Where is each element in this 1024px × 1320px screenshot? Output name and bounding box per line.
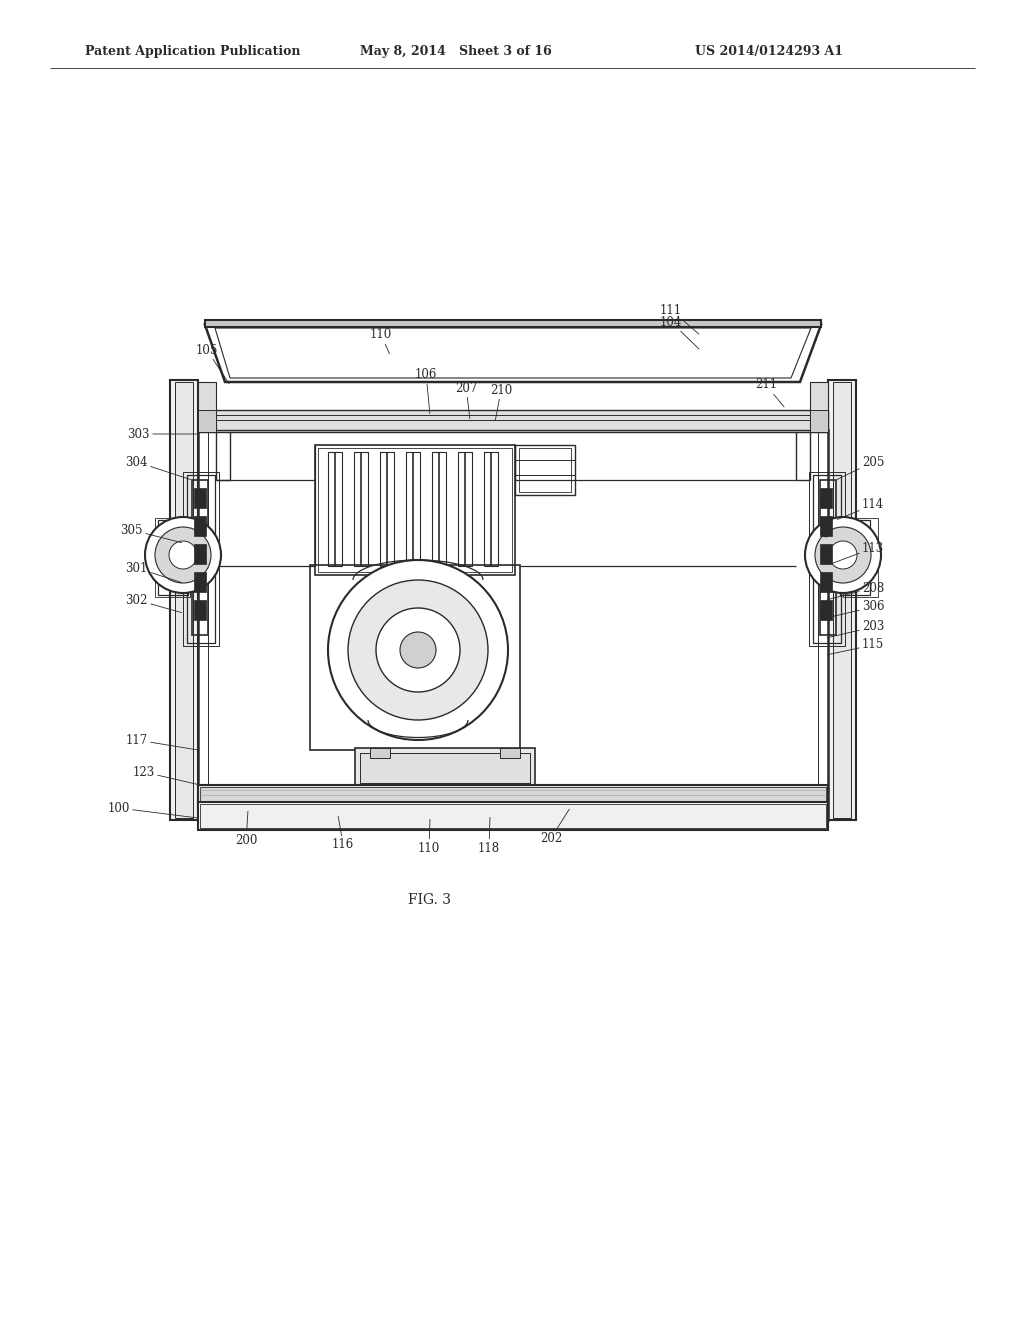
Circle shape [815, 527, 871, 583]
Bar [809, 473, 845, 645]
Bar [318, 447, 512, 572]
Bar [187, 475, 215, 643]
Text: 305: 305 [121, 524, 181, 543]
Text: 301: 301 [126, 561, 181, 582]
Text: 302: 302 [126, 594, 181, 612]
Text: FIG. 3: FIG. 3 [409, 894, 452, 907]
Text: 208: 208 [827, 582, 885, 599]
Bar [432, 451, 446, 566]
Text: 202: 202 [540, 809, 569, 845]
Bar [354, 451, 368, 566]
Bar [158, 520, 188, 595]
Bar [843, 517, 878, 597]
Bar [820, 488, 831, 508]
Text: May 8, 2014   Sheet 3 of 16: May 8, 2014 Sheet 3 of 16 [360, 45, 552, 58]
Text: 210: 210 [490, 384, 512, 421]
Text: US 2014/0124293 A1: US 2014/0124293 A1 [695, 45, 843, 58]
Bar [198, 803, 828, 830]
Bar [315, 445, 515, 576]
Polygon shape [205, 325, 821, 381]
Bar [500, 748, 520, 758]
Circle shape [376, 609, 460, 692]
Bar [198, 430, 828, 820]
Circle shape [155, 527, 211, 583]
Text: 106: 106 [415, 368, 437, 413]
Bar [813, 475, 841, 643]
Bar [370, 748, 390, 758]
Bar [515, 445, 575, 495]
Text: 207: 207 [455, 381, 477, 418]
Bar [194, 488, 206, 508]
Text: 113: 113 [829, 541, 885, 565]
Bar [519, 447, 571, 492]
Bar [360, 752, 530, 783]
Bar [810, 411, 828, 432]
Text: 110: 110 [370, 329, 392, 354]
Bar [833, 381, 851, 818]
Bar [820, 572, 831, 591]
Text: 105: 105 [196, 343, 229, 384]
Circle shape [169, 541, 197, 569]
Bar [183, 473, 219, 645]
Bar [484, 451, 498, 566]
Circle shape [400, 632, 436, 668]
Text: 306: 306 [827, 601, 885, 618]
Text: 211: 211 [755, 379, 784, 407]
Circle shape [328, 560, 508, 741]
Text: 303: 303 [128, 428, 197, 441]
Bar [828, 380, 856, 820]
Bar [406, 451, 420, 566]
Bar [155, 517, 190, 597]
Circle shape [348, 579, 488, 719]
Text: 104: 104 [660, 315, 699, 348]
Bar [194, 601, 206, 620]
Circle shape [821, 527, 831, 537]
Circle shape [829, 541, 857, 569]
Circle shape [805, 517, 881, 593]
Bar [194, 544, 206, 564]
Bar [328, 451, 342, 566]
Bar [810, 381, 828, 432]
Bar [355, 748, 535, 788]
Bar [198, 411, 828, 432]
Circle shape [145, 517, 221, 593]
Text: 100: 100 [108, 801, 197, 818]
Bar [380, 451, 394, 566]
Bar [170, 380, 198, 820]
Bar [820, 601, 831, 620]
Bar [193, 480, 208, 635]
Bar [458, 451, 472, 566]
Bar [820, 516, 831, 536]
Text: 205: 205 [838, 455, 885, 479]
Text: 115: 115 [827, 639, 885, 655]
Bar [175, 381, 193, 818]
Text: 118: 118 [478, 817, 500, 854]
Bar [820, 480, 836, 635]
Text: Patent Application Publication: Patent Application Publication [85, 45, 300, 58]
Bar [205, 319, 821, 327]
Text: 200: 200 [234, 812, 257, 846]
Bar [198, 381, 216, 432]
Bar [310, 565, 520, 750]
Bar [194, 572, 206, 591]
Text: 110: 110 [418, 820, 440, 854]
Bar [194, 516, 206, 536]
Bar [198, 785, 828, 805]
Text: 304: 304 [126, 455, 190, 479]
Text: 123: 123 [133, 766, 199, 784]
Bar [840, 520, 870, 595]
Bar [198, 411, 216, 432]
Text: 111: 111 [660, 304, 699, 334]
Text: 116: 116 [332, 816, 354, 851]
Text: 117: 117 [126, 734, 197, 750]
Text: 203: 203 [827, 620, 885, 638]
Bar [200, 804, 826, 828]
Text: 114: 114 [838, 499, 885, 520]
Bar [820, 544, 831, 564]
Bar [200, 787, 826, 803]
